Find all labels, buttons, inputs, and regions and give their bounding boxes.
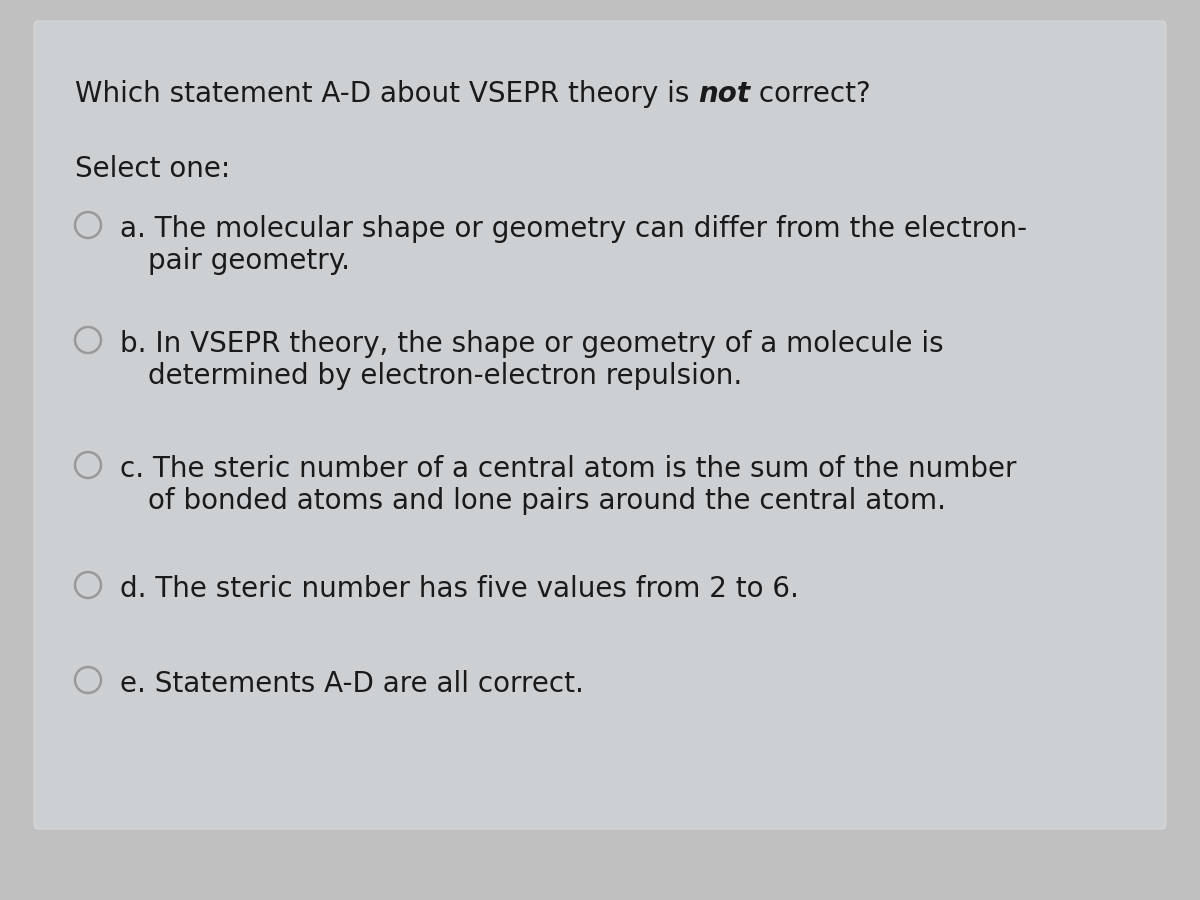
Text: b. In VSEPR theory, the shape or geometry of a molecule is: b. In VSEPR theory, the shape or geometr…: [120, 330, 943, 358]
Text: c. The steric number of a central atom is the sum of the number: c. The steric number of a central atom i…: [120, 455, 1016, 483]
Text: a. The molecular shape or geometry can differ from the electron-: a. The molecular shape or geometry can d…: [120, 215, 1027, 243]
Circle shape: [74, 572, 101, 598]
FancyBboxPatch shape: [34, 21, 1166, 829]
Circle shape: [74, 452, 101, 478]
Text: not: not: [698, 80, 750, 108]
Text: determined by electron-electron repulsion.: determined by electron-electron repulsio…: [148, 362, 743, 390]
Text: d. The steric number has five values from 2 to 6.: d. The steric number has five values fro…: [120, 575, 799, 603]
Text: Which statement A-D about VSEPR theory is: Which statement A-D about VSEPR theory i…: [74, 80, 698, 108]
Text: pair geometry.: pair geometry.: [148, 247, 350, 275]
Circle shape: [74, 212, 101, 238]
Text: e. Statements A-D are all correct.: e. Statements A-D are all correct.: [120, 670, 584, 698]
Text: correct?: correct?: [750, 80, 871, 108]
Circle shape: [74, 667, 101, 693]
Text: of bonded atoms and lone pairs around the central atom.: of bonded atoms and lone pairs around th…: [148, 487, 946, 515]
Circle shape: [74, 327, 101, 353]
Text: Select one:: Select one:: [74, 155, 230, 183]
